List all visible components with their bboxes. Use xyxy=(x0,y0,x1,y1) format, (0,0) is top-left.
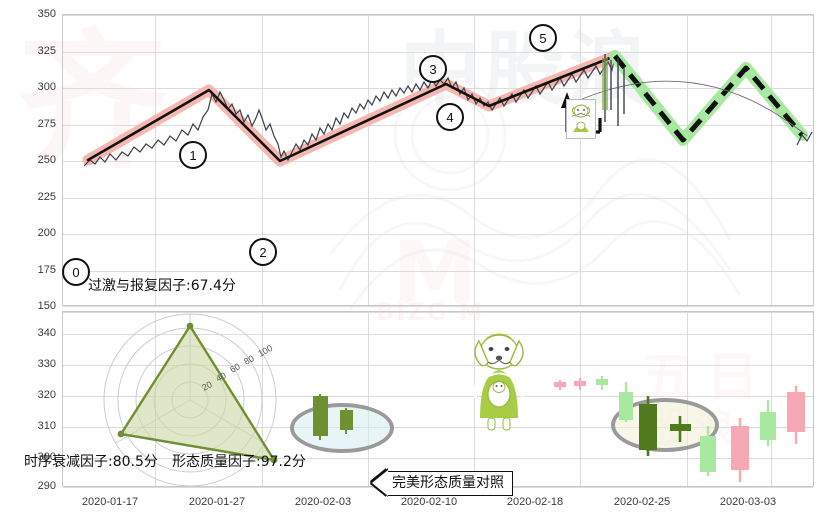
gridline-h xyxy=(63,312,813,313)
radar-tick-40: 40 xyxy=(214,370,228,384)
candles-right xyxy=(554,376,805,482)
gridline-v xyxy=(474,15,475,305)
dog-sticker-large xyxy=(458,322,540,434)
callout-text: 完美形态质量对照 xyxy=(388,470,513,496)
y-tick-top: 200 xyxy=(37,227,56,239)
y-tick-bottom: 290 xyxy=(37,480,56,492)
price-series-svg xyxy=(82,50,813,167)
gridline-v xyxy=(771,312,772,486)
radar-area xyxy=(119,323,277,462)
gridline-h xyxy=(63,197,813,199)
callout-arrow-icon xyxy=(372,470,388,496)
y-axis-labels: 350 325 300 275 250 225 200 175 150 340 … xyxy=(0,0,56,520)
x-tick-label: 2020-02-10 xyxy=(400,496,458,508)
wave-node-0: 0 xyxy=(62,258,90,286)
wave-node-1: 1 xyxy=(179,141,207,169)
elliott-impulse-line xyxy=(86,54,617,163)
y-tick-top: 325 xyxy=(37,44,56,57)
gridline-h xyxy=(63,51,813,53)
radar-vertex xyxy=(117,322,278,464)
gridline-v xyxy=(474,312,475,486)
gridline-h xyxy=(63,427,813,428)
dog-sticker-small xyxy=(566,99,596,139)
forecast-tail xyxy=(796,131,813,146)
radar-tick-60: 60 xyxy=(228,361,242,375)
y-tick-top: 175 xyxy=(37,263,56,276)
wave-node-label: 5 xyxy=(539,30,547,46)
radar-chart: 20 40 60 80 100 xyxy=(103,313,278,487)
gridline-h xyxy=(63,458,813,459)
x-tick-label: 2020-02-03 xyxy=(294,496,352,508)
gridline-h xyxy=(63,306,813,307)
wave-node-label: 0 xyxy=(72,264,80,280)
time-decay-factor-label: 时序衰减因子:80.5分 xyxy=(24,454,158,470)
y-tick-bottom: 300 xyxy=(37,451,56,463)
candles-left xyxy=(313,394,353,440)
gridline-h xyxy=(63,270,813,272)
y-tick-top: 150 xyxy=(37,300,56,312)
radar-tick-100: 100 xyxy=(256,343,274,359)
wave5-green-bar xyxy=(602,58,608,110)
wave-node-3: 3 xyxy=(419,55,447,83)
y-tick-top: 300 xyxy=(37,81,56,93)
gridline-v xyxy=(368,15,369,305)
wave-node-4: 4 xyxy=(436,103,464,131)
price-line xyxy=(83,53,623,167)
wave-node-label: 1 xyxy=(189,147,197,163)
x-tick-label: 2020-03-03 xyxy=(719,496,777,508)
radar-tick-20: 20 xyxy=(200,379,214,393)
wave-node-label: 3 xyxy=(429,61,437,77)
y-tick-bottom: 320 xyxy=(37,389,56,401)
gridline-v xyxy=(771,15,772,305)
gridline-v xyxy=(262,15,263,305)
gridline-v xyxy=(580,15,581,305)
overreaction-factor-label: 过激与报复因子:67.4分 xyxy=(88,278,236,294)
pattern-quality-factor-label: 形态质量因子:97.2分 xyxy=(172,454,306,470)
gridline-v xyxy=(368,312,369,486)
wave-node-5: 5 xyxy=(529,24,557,52)
x-tick-label: 2020-02-25 xyxy=(613,496,671,508)
dog-icon xyxy=(472,333,526,431)
comparison-callout: 完美形态质量对照 xyxy=(372,470,513,496)
gridline-h xyxy=(63,15,813,16)
gridline-v xyxy=(155,15,156,305)
y-tick-bottom: 340 xyxy=(37,327,56,339)
y-tick-top: 275 xyxy=(37,117,56,130)
gridline-h xyxy=(63,365,813,366)
y-tick-bottom: 310 xyxy=(37,420,56,432)
x-tick-label: 2020-01-27 xyxy=(188,496,246,508)
x-tick-label: 2020-02-18 xyxy=(506,496,564,508)
gridline-h xyxy=(63,234,813,235)
dog-icon xyxy=(571,104,591,132)
y-tick-bottom: 330 xyxy=(37,358,56,370)
gridline-v xyxy=(687,15,688,305)
gridline-v xyxy=(580,312,581,486)
projection-arc xyxy=(581,80,808,137)
gridline-h xyxy=(63,334,813,335)
radar-tick-80: 80 xyxy=(242,353,256,367)
y-tick-top: 350 xyxy=(37,8,56,20)
gridline-v xyxy=(687,312,688,486)
wave-node-label: 4 xyxy=(446,109,454,125)
y-tick-top: 225 xyxy=(37,190,56,203)
gridline-h xyxy=(63,396,813,397)
y-tick-top: 250 xyxy=(37,154,56,166)
wave-node-label: 2 xyxy=(259,244,267,260)
x-tick-label: 2020-01-17 xyxy=(81,496,139,508)
gridline-h xyxy=(63,161,813,162)
forecast-line xyxy=(613,54,804,143)
wave-node-2: 2 xyxy=(249,238,277,266)
gridline-v xyxy=(262,312,263,486)
